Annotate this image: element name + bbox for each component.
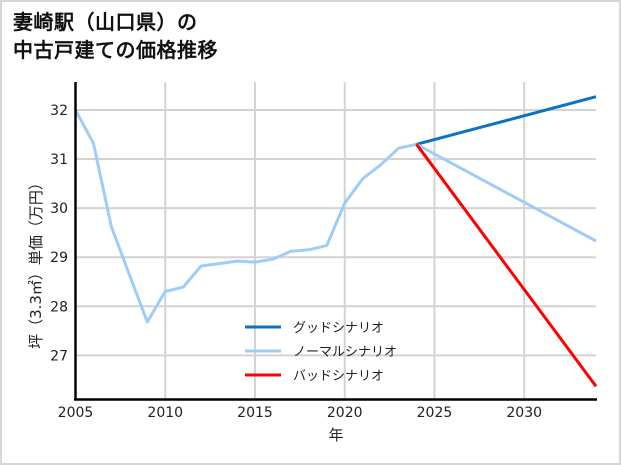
series-line [74, 109, 417, 324]
x-tick-label: 2010 [147, 405, 183, 421]
axes [74, 82, 597, 401]
y-tick-label: 29 [50, 250, 68, 266]
x-tick-label: 2020 [327, 405, 363, 421]
chart-title: 妻崎駅（山口県）の 中古戸建ての価格推移 [13, 8, 218, 64]
y-tick-labels: 27 28 29 30 31 32 [50, 103, 68, 364]
x-tick-label: 2015 [237, 405, 273, 421]
series-line [415, 143, 598, 388]
legend-label: ノーマルシナリオ [293, 345, 397, 360]
series-line [416, 95, 597, 146]
chart-title-line-1: 妻崎駅（山口県）の [13, 10, 198, 34]
y-tick-label: 32 [50, 103, 68, 119]
x-tick-label: 2030 [506, 405, 542, 421]
y-tick-label: 27 [50, 348, 68, 364]
chart-title-line-2: 中古戸建ての価格推移 [13, 38, 218, 62]
y-tick-label: 28 [50, 299, 68, 315]
y-axis-label: 坪（3.3㎡）単価（万円） [27, 175, 45, 349]
data-lines [74, 95, 598, 388]
x-tick-label: 2005 [58, 405, 94, 421]
y-tick-label: 30 [50, 201, 68, 217]
y-tick-label: 31 [50, 152, 68, 168]
x-tick-labels: 2005 2010 2015 2020 2025 2030 [58, 405, 542, 421]
legend-label: バッドシナリオ [293, 369, 384, 384]
gridlines [75, 82, 596, 400]
legend-label: グッドシナリオ [293, 321, 384, 336]
x-axis-label: 年 [328, 426, 343, 444]
series-line [415, 142, 597, 243]
x-tick-label: 2025 [417, 405, 453, 421]
